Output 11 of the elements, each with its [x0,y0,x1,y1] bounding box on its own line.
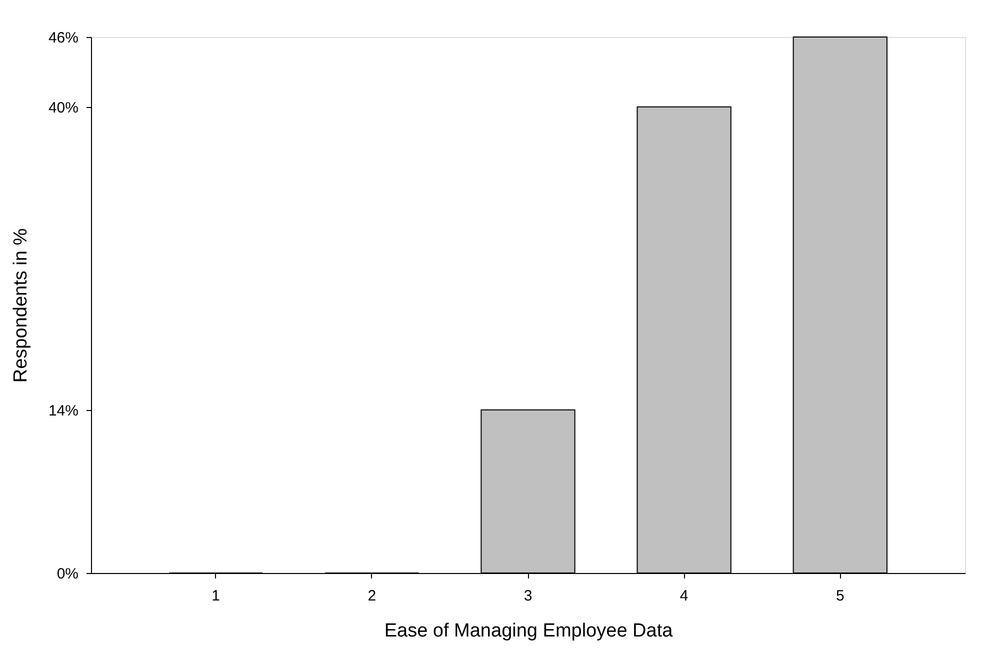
x-tick-label: 5 [836,588,844,604]
x-axis-title: Ease of Managing Employee Data [384,620,674,642]
y-tick-label: 40% [48,99,78,116]
y-tick-label: 0% [56,566,78,582]
y-tick-label: 14% [48,402,78,420]
y-tick-label: 46% [48,30,78,46]
y-axis-title: Respondents in % [10,228,32,383]
x-tick-label: 3 [524,588,532,604]
x-tick-label: 2 [368,588,376,604]
x-tick-label: 4 [680,588,688,604]
x-tick-label: 1 [212,588,220,604]
